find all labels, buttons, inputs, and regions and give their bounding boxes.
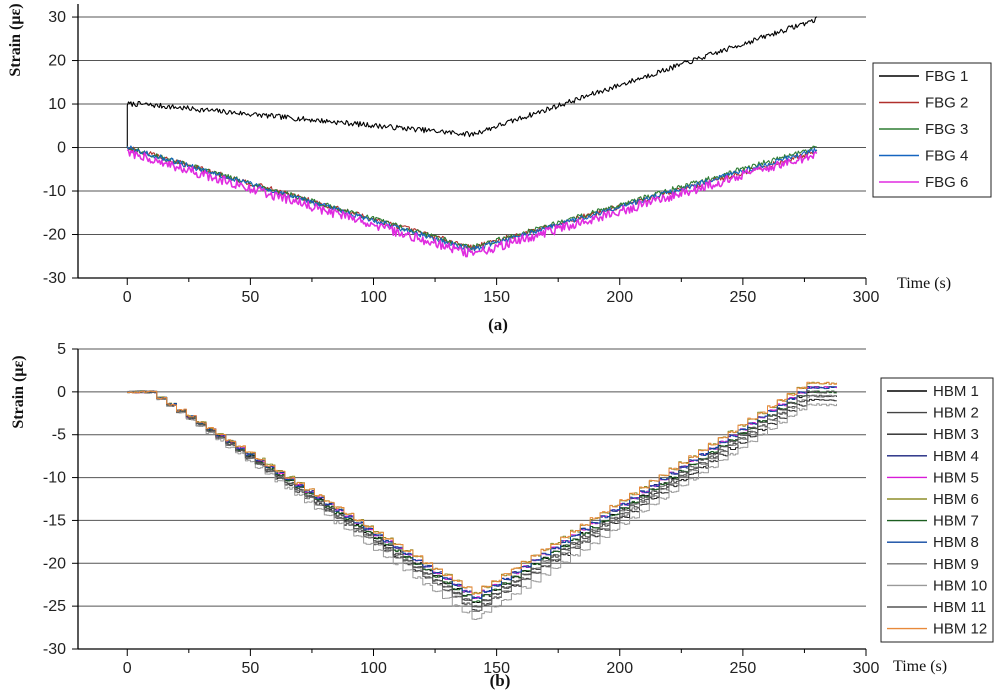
x-tick-label: 200 — [606, 289, 633, 306]
series-line-hbm-4 — [127, 386, 837, 599]
x-tick-label: 100 — [360, 289, 387, 306]
legend-label: HBM 6 — [933, 491, 979, 508]
y-tick-label: -20 — [43, 227, 66, 244]
x-tick-label: 300 — [853, 289, 880, 306]
x-axis-label: Time (s) — [897, 275, 951, 292]
legend-label: HBM 12 — [933, 621, 987, 638]
x-tick-label: 0 — [123, 289, 132, 306]
y-tick-label: 5 — [57, 341, 66, 358]
series-line-hbm-8 — [127, 386, 837, 599]
y-tick-label: -25 — [43, 598, 66, 615]
series-line-fbg-4 — [126, 145, 818, 252]
legend-label: HBM 4 — [933, 448, 979, 465]
y-tick-label: -10 — [43, 470, 66, 487]
x-tick-label: 50 — [241, 289, 259, 306]
x-tick-label: 150 — [483, 660, 510, 677]
y-tick-label: -10 — [43, 183, 66, 200]
x-tick-label: 0 — [123, 660, 132, 677]
series-line-hbm-7 — [127, 390, 837, 603]
legend-label: HBM 7 — [933, 513, 979, 530]
legend-label: HBM 3 — [933, 426, 979, 443]
y-tick-label: -30 — [43, 641, 66, 658]
legend-label: HBM 8 — [933, 534, 979, 551]
legend-label: HBM 5 — [933, 469, 979, 486]
series-line-hbm-6 — [127, 381, 837, 595]
y-tick-label: -15 — [43, 512, 66, 529]
legend — [880, 377, 994, 643]
y-tick-label: -5 — [52, 427, 66, 444]
legend-label: FBG 3 — [925, 121, 968, 138]
x-tick-label: 250 — [730, 660, 757, 677]
x-axis-label: Time (s) — [893, 658, 947, 675]
x-tick-label: 300 — [853, 660, 880, 677]
series-line-hbm-12 — [127, 381, 837, 595]
legend — [872, 62, 992, 198]
y-tick-label: -30 — [43, 270, 66, 287]
y-axis-label: Strain (με) — [10, 355, 27, 428]
series-line-hbm-11 — [127, 390, 837, 608]
x-tick-label: 50 — [241, 660, 259, 677]
x-tick-label: 150 — [483, 289, 510, 306]
legend-label: FBG 1 — [925, 68, 968, 85]
x-tick-label: 100 — [360, 660, 387, 677]
y-tick-label: 20 — [48, 53, 66, 70]
legend-label: FBG 4 — [925, 148, 968, 165]
series-line-hbm-10 — [127, 390, 837, 620]
legend-label: HBM 9 — [933, 556, 979, 573]
y-tick-label: -20 — [43, 555, 66, 572]
series-line-fbg-1 — [126, 16, 818, 148]
series-line-hbm-5 — [127, 386, 837, 599]
panel-label: (a) — [488, 315, 508, 334]
y-tick-label: 0 — [57, 384, 66, 401]
x-tick-label: 200 — [606, 660, 633, 677]
series-line-hbm-1 — [127, 390, 837, 603]
y-tick-label: 10 — [48, 96, 66, 113]
legend-label: FBG 2 — [925, 95, 968, 112]
legend-label: HBM 2 — [933, 405, 979, 422]
y-tick-label: 0 — [57, 140, 66, 157]
legend-label: HBM 10 — [933, 577, 987, 594]
x-tick-label: 250 — [730, 289, 757, 306]
series-line-hbm-3 — [127, 390, 837, 612]
legend-label: FBG 6 — [925, 174, 968, 191]
panel-label: (b) — [490, 671, 511, 690]
y-axis-label: Strain (με) — [7, 3, 24, 76]
series-line-hbm-9 — [127, 390, 837, 612]
legend-label: HBM 1 — [933, 383, 979, 400]
legend-label: HBM 11 — [933, 599, 986, 616]
series-line-hbm-2 — [127, 390, 837, 608]
y-tick-label: 30 — [48, 9, 66, 26]
series-line-fbg-6 — [126, 149, 818, 258]
